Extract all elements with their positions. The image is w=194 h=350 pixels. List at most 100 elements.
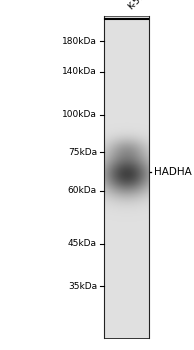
Bar [104, 45, 149, 46]
Bar [104, 69, 149, 70]
Bar [104, 264, 149, 265]
Bar [104, 318, 149, 320]
Bar [104, 98, 149, 99]
Bar [104, 211, 149, 212]
Bar [104, 249, 149, 251]
Bar [104, 164, 149, 166]
Bar [104, 257, 149, 259]
Bar [104, 244, 149, 246]
Bar [104, 281, 149, 283]
Bar [104, 283, 149, 285]
Bar [104, 306, 149, 307]
Bar [104, 174, 149, 175]
Text: 60kDa: 60kDa [68, 186, 97, 195]
Bar [104, 325, 149, 327]
Bar [104, 149, 149, 151]
Bar [104, 56, 149, 58]
Bar [104, 177, 149, 178]
Bar [104, 101, 149, 103]
Bar [104, 238, 149, 239]
Bar [104, 299, 149, 301]
Bar [104, 30, 149, 32]
Bar [104, 315, 149, 317]
Bar [104, 178, 149, 180]
Bar [104, 170, 149, 172]
Bar [104, 42, 149, 43]
Bar [104, 16, 149, 18]
Bar [104, 227, 149, 228]
Bar [104, 203, 149, 204]
Bar [104, 236, 149, 238]
Bar [104, 158, 149, 159]
Bar [104, 48, 149, 50]
Bar [104, 296, 149, 298]
Bar [104, 124, 149, 125]
Bar [104, 182, 149, 183]
Bar [104, 66, 149, 67]
Bar [104, 159, 149, 161]
Bar [104, 294, 149, 296]
Bar [104, 335, 149, 336]
Bar [104, 32, 149, 34]
Bar [104, 333, 149, 335]
Bar [104, 103, 149, 104]
Bar [104, 119, 149, 120]
Bar [104, 72, 149, 74]
Bar [104, 169, 149, 170]
Bar [104, 260, 149, 262]
Bar [104, 18, 149, 19]
Bar [104, 111, 149, 112]
Bar [104, 128, 149, 130]
Text: 35kDa: 35kDa [68, 282, 97, 291]
Bar [104, 328, 149, 330]
Bar [104, 34, 149, 35]
Bar [104, 40, 149, 42]
Bar [104, 29, 149, 30]
Bar [104, 222, 149, 223]
Text: 100kDa: 100kDa [62, 110, 97, 119]
Bar [104, 215, 149, 217]
Bar [104, 107, 149, 109]
Bar [104, 148, 149, 149]
Bar [104, 327, 149, 328]
Bar [104, 276, 149, 278]
Bar [104, 80, 149, 82]
Bar [104, 180, 149, 182]
Bar [104, 322, 149, 323]
Bar [104, 291, 149, 293]
Bar [104, 307, 149, 309]
Bar [104, 175, 149, 177]
Bar [104, 93, 149, 95]
Bar [104, 140, 149, 141]
Bar [104, 166, 149, 167]
Text: HADHA: HADHA [154, 167, 192, 177]
Bar [104, 230, 149, 231]
Bar [104, 161, 149, 162]
Bar [104, 26, 149, 27]
Bar [104, 201, 149, 203]
Bar [104, 220, 149, 222]
Bar [104, 77, 149, 78]
Bar [104, 116, 149, 117]
Bar [104, 235, 149, 236]
Bar [104, 239, 149, 241]
Bar [104, 46, 149, 48]
Bar [104, 88, 149, 90]
Bar [104, 24, 149, 26]
Bar [104, 35, 149, 37]
Text: 180kDa: 180kDa [62, 37, 97, 46]
Bar [104, 117, 149, 119]
Bar [104, 317, 149, 318]
Bar [104, 289, 149, 291]
Bar [104, 51, 149, 53]
Bar [104, 275, 149, 276]
Bar [104, 251, 149, 252]
Bar [104, 207, 149, 209]
Bar [104, 241, 149, 243]
Bar [104, 309, 149, 310]
Bar [104, 136, 149, 138]
Bar [104, 138, 149, 140]
Bar [104, 99, 149, 101]
Bar [104, 114, 149, 116]
Bar [104, 53, 149, 54]
